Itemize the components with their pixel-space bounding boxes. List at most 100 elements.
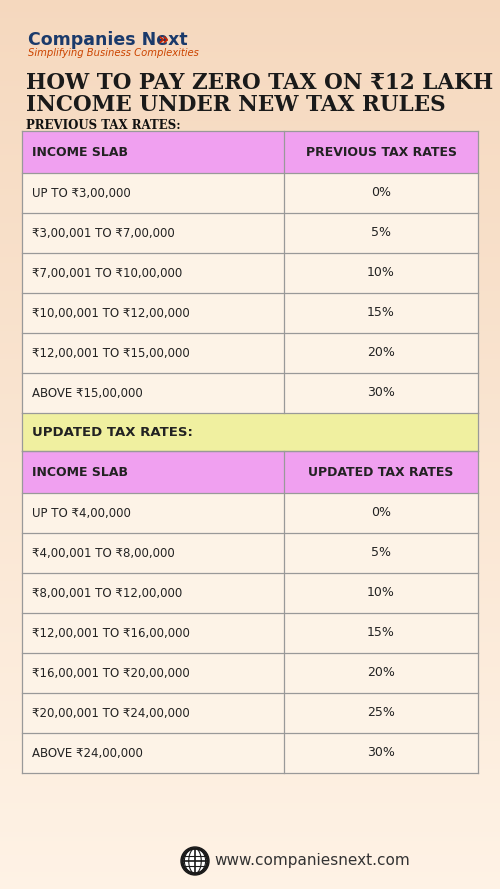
Bar bbox=[0, 535, 500, 537]
Bar bbox=[0, 623, 500, 625]
Bar bbox=[0, 490, 500, 491]
Bar bbox=[0, 190, 500, 192]
Bar bbox=[0, 27, 500, 28]
Bar bbox=[0, 470, 500, 472]
Bar bbox=[0, 187, 500, 188]
Bar bbox=[0, 60, 500, 61]
Bar bbox=[0, 798, 500, 800]
Bar bbox=[0, 452, 500, 453]
Bar bbox=[0, 330, 500, 331]
Bar bbox=[0, 366, 500, 368]
Text: ₹7,00,001 TO ₹10,00,000: ₹7,00,001 TO ₹10,00,000 bbox=[32, 267, 182, 279]
Bar bbox=[0, 766, 500, 768]
Bar bbox=[0, 860, 500, 861]
Bar bbox=[0, 21, 500, 23]
Bar bbox=[0, 195, 500, 196]
Bar bbox=[0, 813, 500, 814]
Bar bbox=[0, 551, 500, 553]
Bar bbox=[0, 53, 500, 55]
Bar bbox=[0, 843, 500, 844]
Bar bbox=[0, 233, 500, 234]
Bar bbox=[0, 685, 500, 686]
Bar bbox=[0, 374, 500, 376]
Bar bbox=[0, 717, 500, 718]
Bar bbox=[0, 106, 500, 107]
Bar bbox=[0, 78, 500, 80]
Bar bbox=[0, 818, 500, 819]
Bar bbox=[0, 607, 500, 609]
Bar bbox=[0, 659, 500, 660]
Bar bbox=[0, 54, 500, 56]
Bar bbox=[0, 520, 500, 522]
Bar bbox=[0, 204, 500, 205]
Bar bbox=[0, 773, 500, 775]
Bar bbox=[0, 853, 500, 854]
Bar bbox=[0, 222, 500, 224]
Bar bbox=[0, 810, 500, 811]
Text: www.companiesnext.com: www.companiesnext.com bbox=[214, 853, 410, 869]
Bar bbox=[0, 514, 500, 515]
Bar bbox=[0, 212, 500, 213]
Bar bbox=[0, 565, 500, 566]
Bar bbox=[0, 866, 500, 867]
Bar bbox=[0, 165, 500, 167]
Bar bbox=[0, 795, 500, 796]
Bar bbox=[0, 244, 500, 246]
Bar bbox=[0, 196, 500, 197]
Bar bbox=[0, 356, 500, 357]
Bar bbox=[0, 678, 500, 680]
Bar bbox=[0, 122, 500, 123]
Bar bbox=[0, 498, 500, 499]
Bar bbox=[0, 23, 500, 25]
Bar bbox=[0, 629, 500, 630]
Bar bbox=[0, 479, 500, 481]
Bar bbox=[0, 228, 500, 229]
Bar bbox=[0, 447, 500, 449]
Bar bbox=[0, 429, 500, 431]
Bar bbox=[0, 269, 500, 271]
Bar bbox=[0, 403, 500, 404]
Bar bbox=[0, 882, 500, 883]
Bar bbox=[0, 715, 500, 716]
Bar bbox=[0, 699, 500, 700]
Bar bbox=[0, 282, 500, 283]
Bar bbox=[0, 656, 500, 658]
Bar bbox=[0, 380, 500, 382]
Bar bbox=[0, 371, 500, 372]
Bar bbox=[0, 14, 500, 16]
Bar bbox=[0, 549, 500, 551]
Bar bbox=[0, 532, 500, 533]
Bar bbox=[0, 660, 500, 661]
Bar bbox=[0, 276, 500, 278]
Bar bbox=[0, 768, 500, 770]
Bar bbox=[0, 142, 500, 144]
Bar bbox=[0, 36, 500, 37]
Bar bbox=[0, 506, 500, 507]
Bar bbox=[0, 460, 500, 461]
Bar bbox=[0, 219, 500, 220]
Bar bbox=[0, 242, 500, 243]
Bar bbox=[0, 503, 500, 505]
Bar bbox=[0, 372, 500, 374]
Bar bbox=[0, 815, 500, 817]
Bar bbox=[0, 487, 500, 489]
Bar bbox=[0, 351, 500, 353]
Bar bbox=[0, 547, 500, 548]
Bar bbox=[0, 396, 500, 398]
Bar bbox=[0, 700, 500, 701]
Bar bbox=[22, 333, 284, 373]
Bar bbox=[0, 185, 500, 186]
Bar bbox=[0, 444, 500, 445]
Bar bbox=[0, 231, 500, 233]
Bar bbox=[0, 493, 500, 495]
Bar bbox=[284, 333, 478, 373]
Bar bbox=[0, 405, 500, 407]
Bar bbox=[0, 189, 500, 191]
Bar bbox=[0, 622, 500, 624]
Bar bbox=[0, 556, 500, 557]
Bar bbox=[0, 180, 500, 181]
Bar bbox=[0, 597, 500, 598]
Bar bbox=[0, 361, 500, 362]
Bar bbox=[0, 267, 500, 268]
Bar bbox=[0, 615, 500, 617]
